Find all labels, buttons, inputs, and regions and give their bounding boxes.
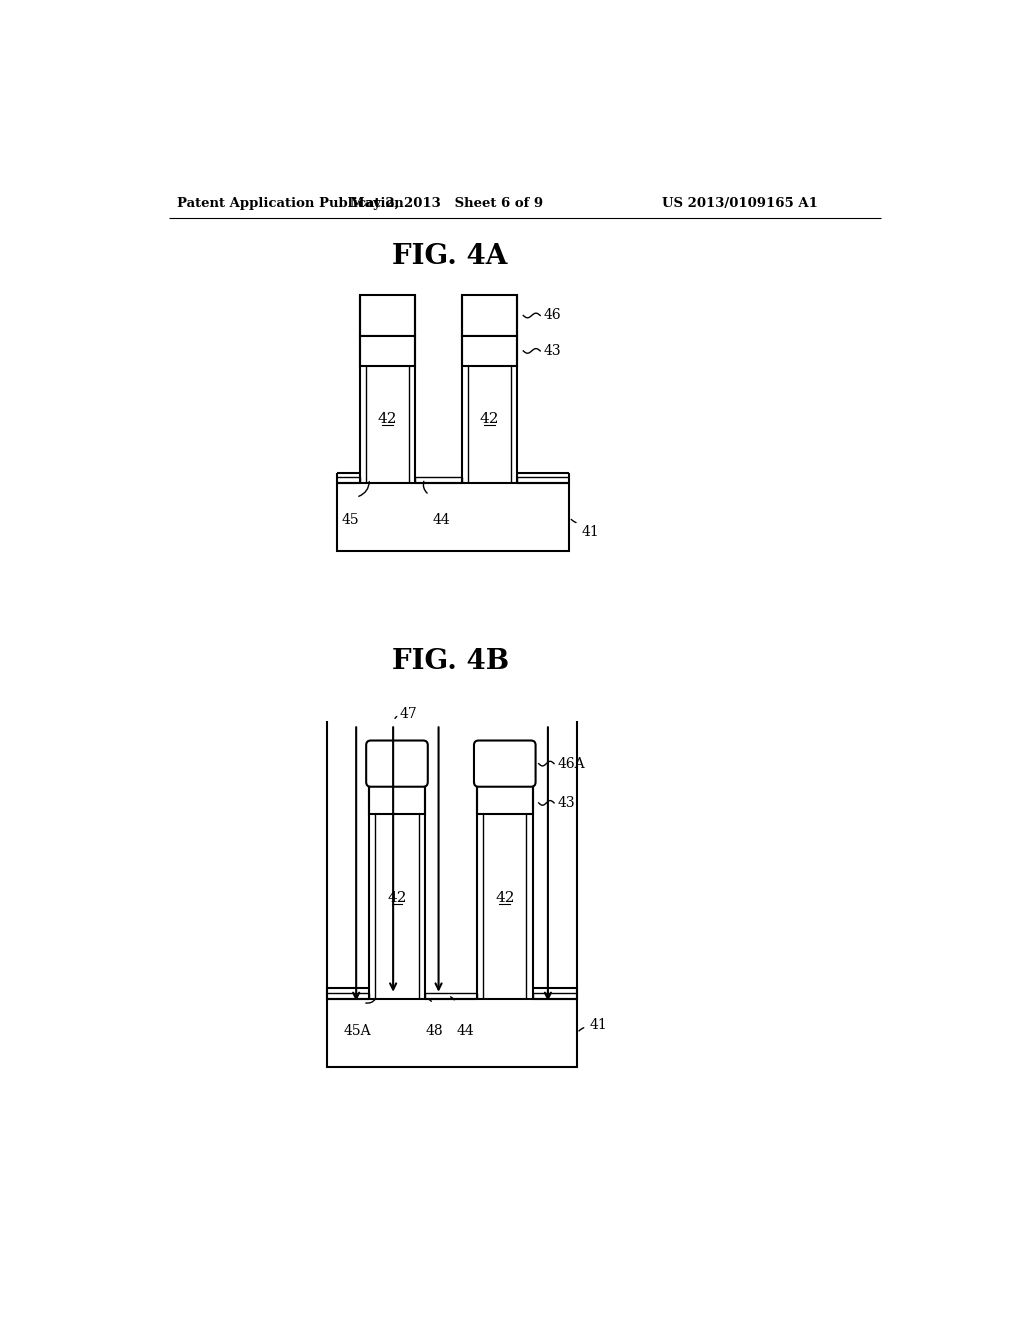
Text: 41: 41 (582, 525, 599, 539)
Bar (462, 296, 517, 335)
Bar (337, 483, 569, 552)
Text: 47: 47 (399, 708, 417, 721)
Bar (360, 296, 416, 335)
Text: 48: 48 (425, 1024, 442, 1038)
Bar (477, 784, 532, 814)
Bar (327, 999, 578, 1067)
Text: May 2, 2013   Sheet 6 of 9: May 2, 2013 Sheet 6 of 9 (350, 197, 543, 210)
Text: 42: 42 (387, 891, 407, 904)
Bar (360, 335, 416, 366)
Bar (370, 784, 425, 814)
Text: 41: 41 (590, 1019, 607, 1032)
Text: 42: 42 (479, 412, 499, 426)
Text: 43: 43 (557, 796, 574, 810)
FancyBboxPatch shape (474, 741, 536, 787)
Text: 45: 45 (342, 512, 359, 527)
Text: 46: 46 (544, 309, 561, 322)
Text: Patent Application Publication: Patent Application Publication (177, 197, 403, 210)
Text: 42: 42 (495, 891, 514, 904)
Text: FIG. 4B: FIG. 4B (391, 648, 509, 676)
Text: 43: 43 (544, 345, 561, 358)
Text: 44: 44 (457, 1024, 475, 1038)
Text: 45A: 45A (344, 1024, 372, 1038)
Text: US 2013/0109165 A1: US 2013/0109165 A1 (662, 197, 818, 210)
Text: FIG. 4A: FIG. 4A (392, 243, 508, 271)
Bar (462, 335, 517, 366)
Text: 46A: 46A (557, 756, 585, 771)
Text: 42: 42 (378, 412, 397, 426)
Text: 44: 44 (432, 512, 451, 527)
FancyBboxPatch shape (367, 741, 428, 787)
